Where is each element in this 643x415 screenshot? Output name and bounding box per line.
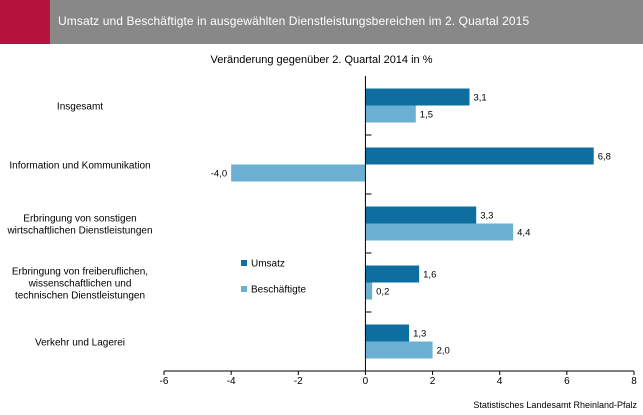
data-label: 1,5 <box>420 110 433 121</box>
chart-title: Umsatz und Beschäftigte in ausgewählten … <box>58 14 530 28</box>
x-tick-label: -6 <box>160 376 169 387</box>
bar-umsatz <box>365 147 594 165</box>
legend-swatch <box>241 286 247 292</box>
data-label: 2,0 <box>437 346 450 357</box>
data-label: 3,1 <box>474 93 487 104</box>
bar-umsatz <box>365 88 470 106</box>
category-label: wirtschaftlichen Dienstleistungen <box>6 226 152 237</box>
bar-beschaeftigte <box>365 223 514 241</box>
category-label: Erbringung von sonstigen <box>23 214 136 225</box>
category-label: Erbringung von freiberuflichen, <box>12 267 148 278</box>
x-tick-label: 2 <box>430 376 436 387</box>
category-label: wissenschaftlichen und <box>28 279 132 290</box>
category-label: Information und Kommunikation <box>9 161 150 172</box>
category-label: technischen Dienstleistungen <box>15 291 145 302</box>
x-tick-label: 4 <box>497 376 503 387</box>
legend-label: Beschäftigte <box>251 285 306 296</box>
header-accent <box>0 0 50 44</box>
x-tick-label: 6 <box>564 376 570 387</box>
bar-beschaeftigte <box>231 164 366 182</box>
data-label: 0,2 <box>376 287 389 298</box>
data-label: -4,0 <box>211 169 227 180</box>
data-label: 1,3 <box>413 329 426 340</box>
data-label: 3,3 <box>480 211 493 222</box>
category-label: Verkehr und Lagerei <box>35 338 125 349</box>
x-tick-label: -2 <box>294 376 303 387</box>
bar-beschaeftigte <box>365 105 416 123</box>
x-tick-label: -4 <box>227 376 236 387</box>
bar-beschaeftigte <box>365 282 373 300</box>
legend-label: Umsatz <box>251 259 285 270</box>
category-label: Insgesamt <box>57 102 103 113</box>
legend-swatch <box>241 260 247 266</box>
chart-subtitle: Veränderung gegenüber 2. Quartal 2014 in… <box>210 54 433 66</box>
data-label: 4,4 <box>517 228 530 239</box>
x-tick-label: 0 <box>363 376 369 387</box>
source-note: Statistisches Landesamt Rheinland-Pfalz <box>473 400 637 410</box>
chart-header: Umsatz und Beschäftigte in ausgewählten … <box>0 0 643 44</box>
bar-beschaeftigte <box>365 341 433 359</box>
data-label: 1,6 <box>423 270 436 281</box>
x-tick-label: 8 <box>631 376 637 387</box>
bar-umsatz <box>365 265 420 283</box>
data-label: 6,8 <box>598 152 611 163</box>
bar-umsatz <box>365 206 477 224</box>
bar-umsatz <box>365 324 410 342</box>
